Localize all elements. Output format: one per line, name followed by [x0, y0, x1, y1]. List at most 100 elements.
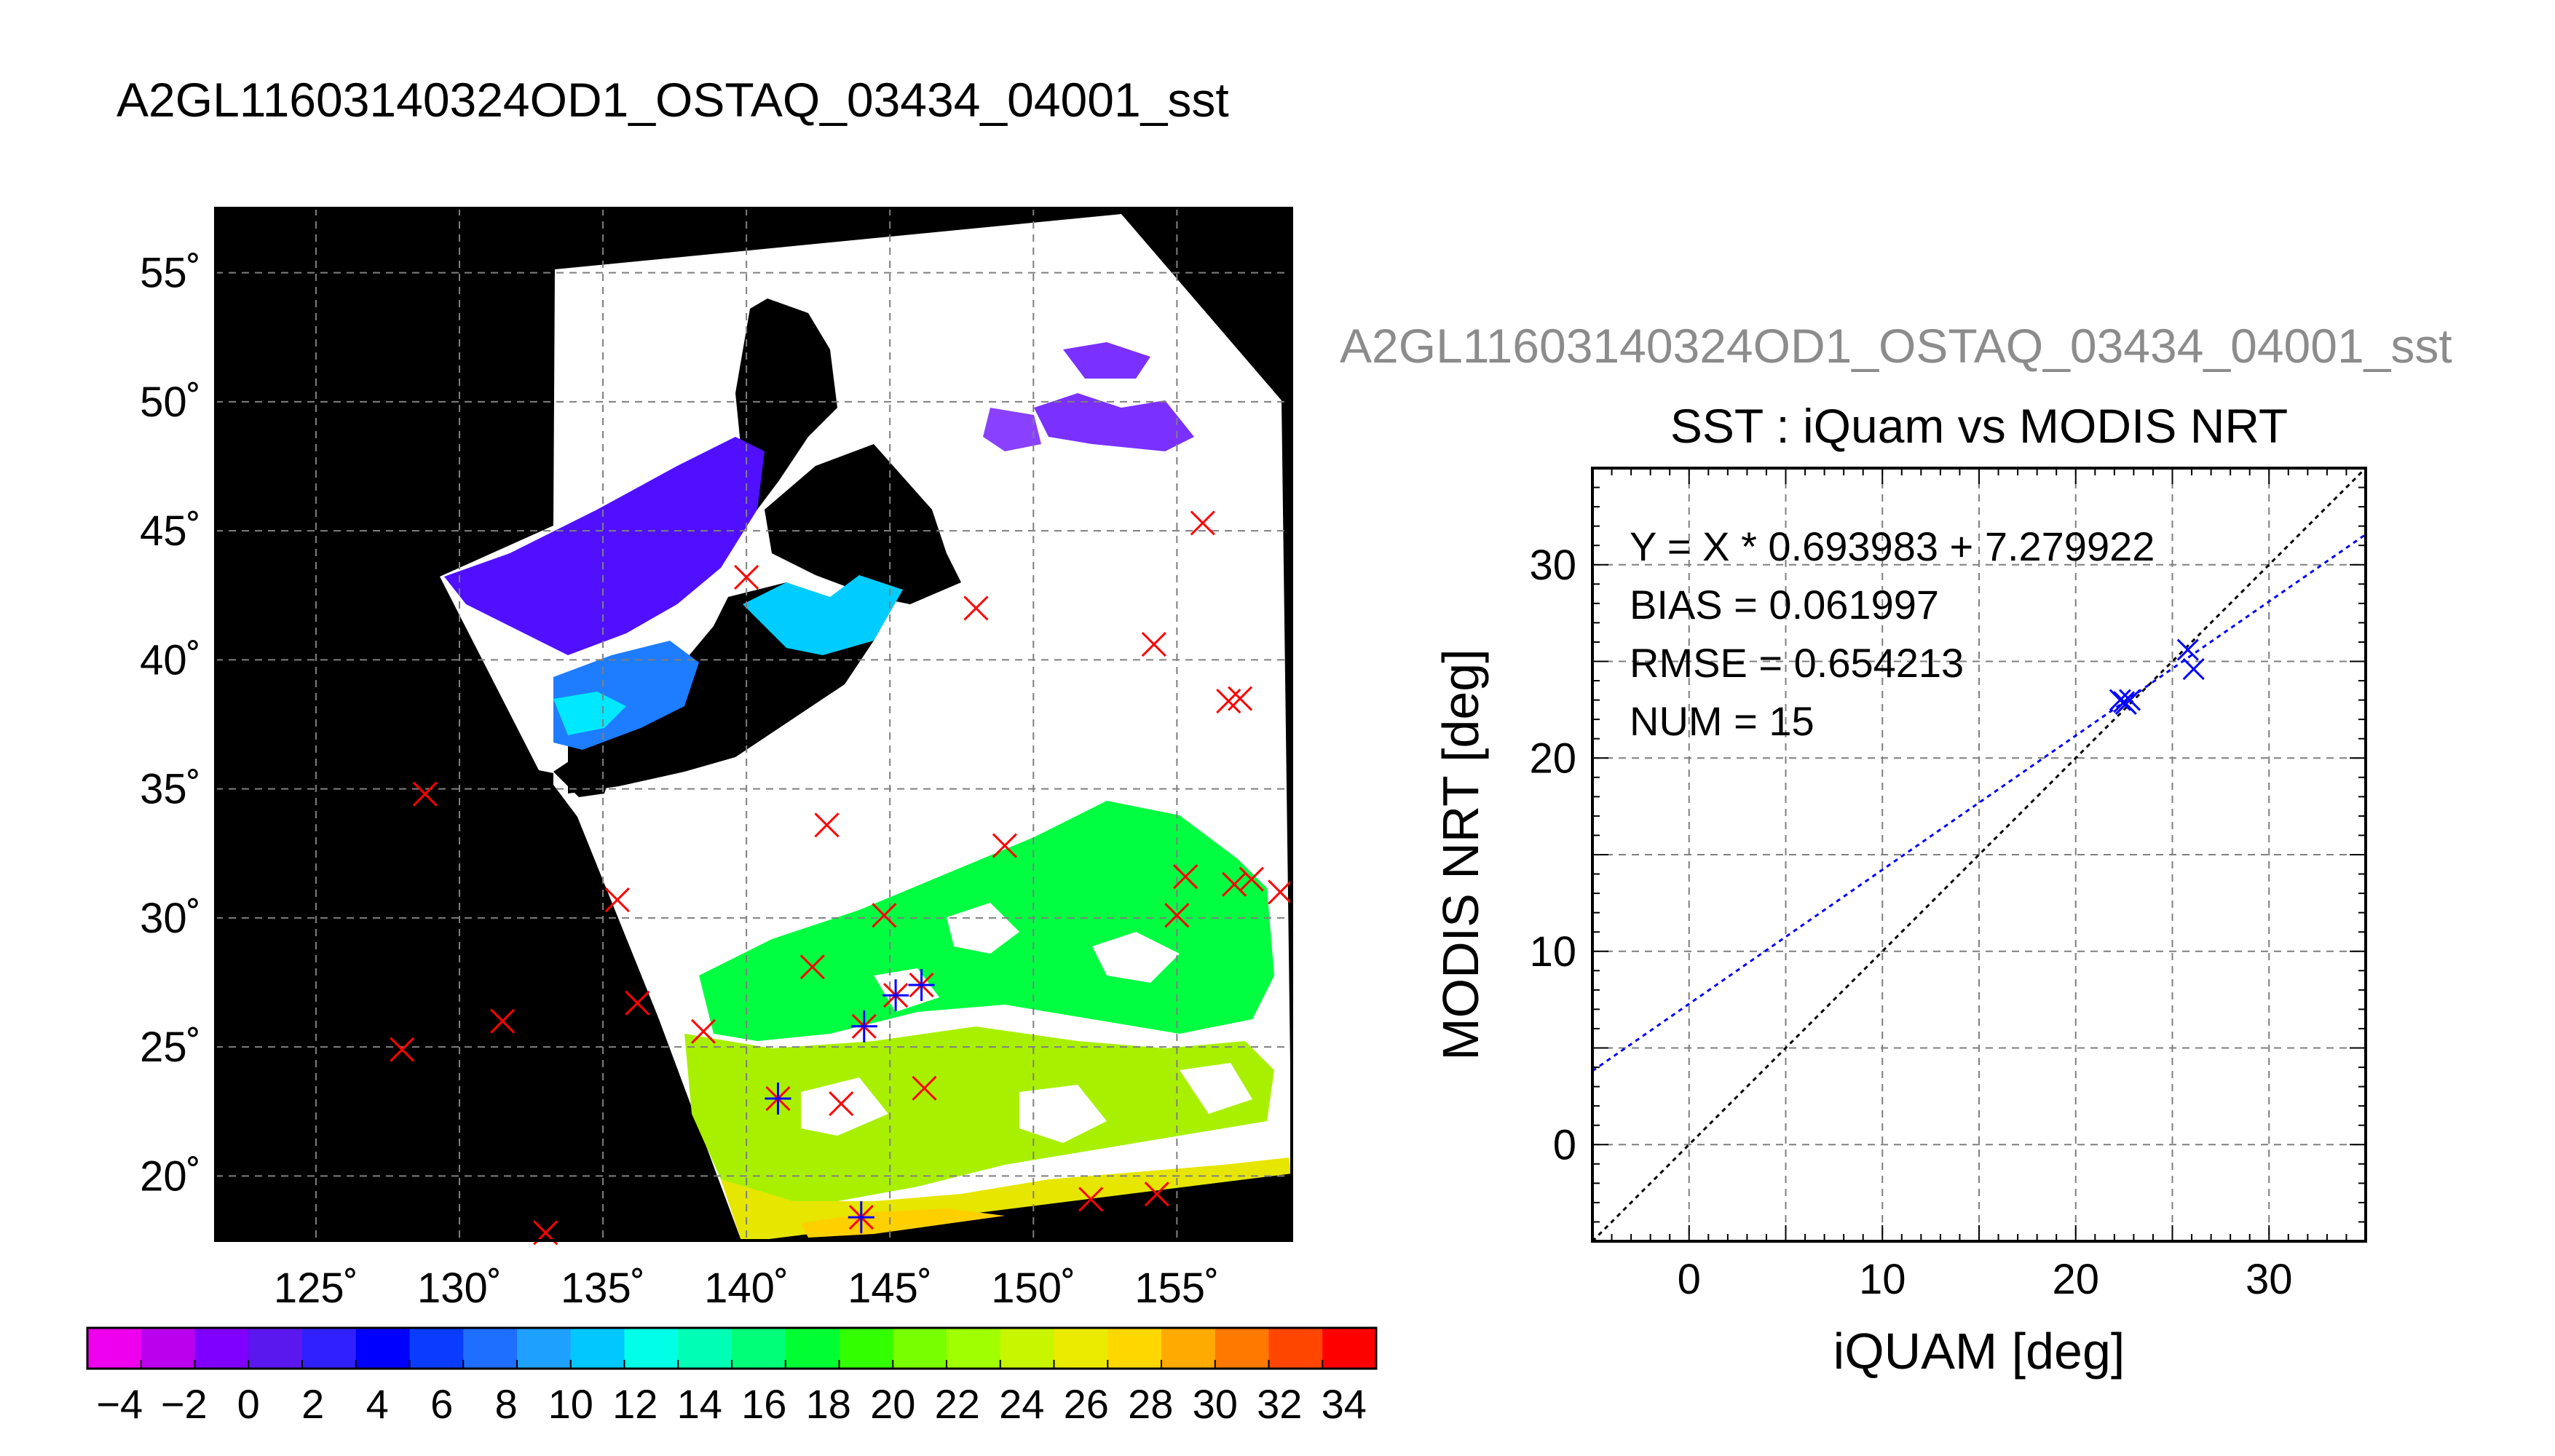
matchup-marker — [1141, 632, 1166, 657]
matchup-marker — [799, 954, 825, 980]
colorbar-tick-label: 34 — [1322, 1381, 1367, 1427]
matchup-marker — [829, 1091, 854, 1117]
colorbar-cell — [1215, 1328, 1269, 1369]
colorbar-cell — [1268, 1328, 1323, 1369]
matchup-marker — [814, 812, 840, 838]
num-text: NUM = 15 — [1630, 698, 1814, 744]
scatter-x-tick-label: 30 — [2246, 1256, 2293, 1303]
scatter-annotations: Y = X * 0.693983 + 7.279922 BIAS = 0.061… — [1630, 523, 2155, 744]
scatter-point — [2182, 658, 2205, 681]
colorbar-tick-label: 14 — [677, 1381, 722, 1427]
scatter-x-tick-label: 20 — [2052, 1256, 2099, 1303]
matchup-marker — [963, 596, 989, 621]
scatter-points — [2109, 638, 2205, 715]
colorbar-tick-label: 32 — [1257, 1381, 1302, 1427]
main-title: A2GL11603140324OD1_OSTAQ_03434_04001_sst — [117, 73, 1229, 127]
colorbar-tick-label: 8 — [495, 1381, 518, 1427]
colorbar-tick-label: 28 — [1128, 1381, 1173, 1427]
scatter-x-tick-labels: 0 10 20 30 — [1678, 1256, 2293, 1303]
map-x-tick-label: 125˚ — [274, 1265, 358, 1312]
colorbar-tick-label: 24 — [999, 1381, 1044, 1427]
map-y-tick-label: 40˚ — [140, 636, 201, 684]
scatter-y-label: MODIS NRT [deg] — [1432, 649, 1489, 1060]
map-grid — [216, 208, 1292, 1241]
matchup-marker — [1164, 903, 1190, 928]
colorbar-cell — [355, 1328, 410, 1369]
colorbar-tick-labels: −4 −2 0 2 4 6 8 10 12 14 16 18 20 22 24 26 28 30 32 34 — [96, 1381, 1367, 1427]
matchup-marker — [1078, 1187, 1104, 1212]
valid-matchup-marker — [765, 1083, 791, 1115]
matchup-marker — [604, 887, 630, 913]
valid-matchup-marker — [848, 1201, 874, 1234]
identity-line — [1592, 468, 2366, 1241]
colorbar-cell — [141, 1328, 195, 1369]
colorbar-cell — [1161, 1328, 1216, 1369]
scatter-point — [2109, 689, 2131, 711]
scatter-y-tick-label: 0 — [1553, 1121, 1576, 1168]
colorbar-tick-label: −2 — [161, 1381, 208, 1427]
colorbar-tick-label: 30 — [1193, 1381, 1238, 1427]
matchup-marker — [872, 903, 897, 928]
scatter-title: SST : iQuam vs MODIS NRT — [1670, 399, 2288, 453]
colorbar-tick-label: 10 — [548, 1381, 593, 1427]
map-markers — [390, 510, 1293, 1246]
scatter-grid — [1592, 468, 2366, 1241]
map-frame — [214, 207, 1293, 1242]
colorbar-cell — [463, 1328, 518, 1369]
colorbar-cells — [87, 1328, 1377, 1369]
colorbar-tick-marks — [140, 1360, 1324, 1369]
colorbar-cell — [1107, 1328, 1162, 1369]
matchup-marker — [1144, 1182, 1169, 1207]
bias-text: BIAS = 0.061997 — [1630, 582, 1939, 628]
valid-matchup-marker — [908, 969, 935, 1002]
colorbar-cell — [517, 1328, 572, 1369]
sst-scatter: SST : iQuam vs MODIS NRT 0 10 20 30 0 10 20 30… — [1432, 399, 2367, 1380]
colorbar-cell — [194, 1328, 249, 1369]
map-y-tick-label: 20˚ — [140, 1152, 201, 1200]
colorbar-cell — [87, 1328, 142, 1369]
sst-regions — [444, 342, 1292, 1241]
scatter-x-label: iQUAM [deg] — [1833, 1323, 2125, 1380]
matchup-marker — [734, 564, 759, 590]
matchup-marker — [625, 990, 650, 1016]
colorbar-cell — [1054, 1328, 1108, 1369]
map-x-tick-label: 140˚ — [704, 1265, 789, 1312]
map-x-tick-label: 130˚ — [417, 1265, 502, 1312]
colorbar-cell — [893, 1328, 947, 1369]
colorbar-tick-label: 20 — [870, 1381, 915, 1427]
colorbar-tick-label: 12 — [612, 1381, 657, 1427]
map-x-tick-label: 135˚ — [561, 1265, 645, 1312]
colorbar-tick-label: 16 — [741, 1381, 786, 1427]
map-y-tick-label: 50˚ — [140, 379, 201, 426]
scatter-y-tick-label: 20 — [1529, 735, 1576, 782]
map-x-tick-labels: 125˚ 130˚ 135˚ 140˚ 145˚ 150˚ 155˚ — [274, 1265, 1219, 1312]
colorbar-cell — [785, 1328, 840, 1369]
colorbar-cell — [248, 1328, 303, 1369]
sst-colorbar: −4 −2 0 2 4 6 8 10 12 14 16 18 20 22 24 26 28 30 32 34 — [86, 1326, 1378, 1427]
matchup-marker — [1173, 864, 1198, 890]
colorbar-tick-label: 22 — [935, 1381, 980, 1427]
matchup-marker — [912, 1075, 937, 1101]
colorbar-tick-label: 18 — [806, 1381, 851, 1427]
matchup-marker — [690, 1018, 716, 1044]
matchup-marker — [1227, 686, 1253, 711]
regression-equation: Y = X * 0.693983 + 7.279922 — [1630, 523, 2155, 569]
colorbar-tick-label: 0 — [237, 1381, 260, 1427]
map-x-tick-label: 150˚ — [991, 1265, 1075, 1312]
scatter-x-tick-label: 10 — [1859, 1256, 1906, 1303]
matchup-marker — [490, 1008, 516, 1034]
colorbar-cell — [732, 1328, 786, 1369]
map-y-tick-label: 55˚ — [140, 250, 201, 297]
scatter-y-tick-labels: 0 10 20 30 — [1529, 542, 1576, 1169]
matchup-marker — [1268, 879, 1293, 905]
map-x-tick-label: 155˚ — [1134, 1265, 1219, 1312]
matchup-marker — [390, 1037, 415, 1062]
colorbar-cell — [678, 1328, 732, 1369]
matchup-marker — [412, 781, 438, 807]
colorbar-tick-label: 2 — [301, 1381, 324, 1427]
scatter-frame — [1591, 467, 2367, 1243]
map-x-tick-label: 145˚ — [848, 1265, 932, 1312]
valid-matchup-marker — [850, 1010, 877, 1042]
scatter-y-tick-label: 10 — [1529, 928, 1576, 976]
